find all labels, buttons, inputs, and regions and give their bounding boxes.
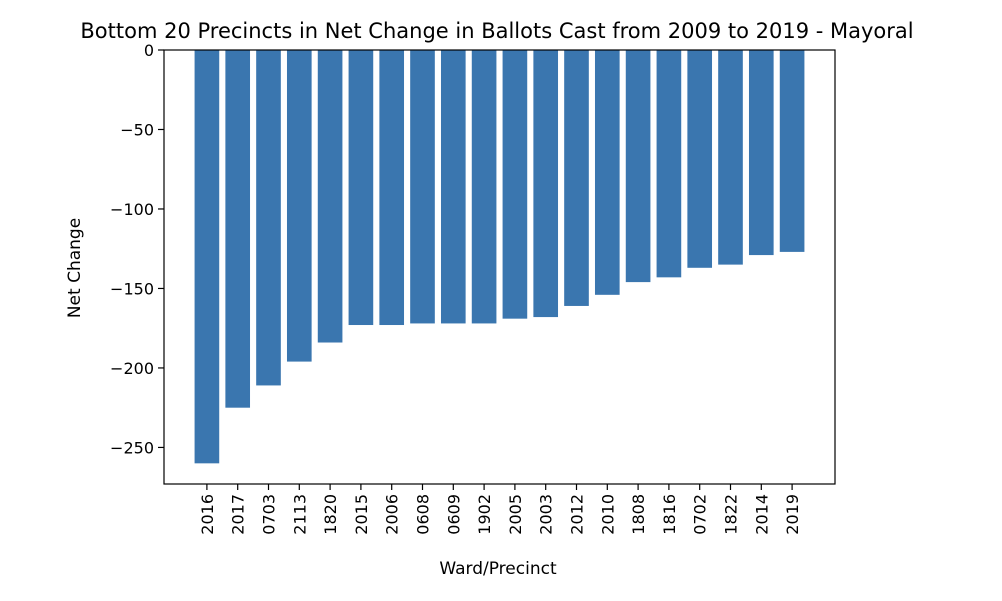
bar-1820 [317, 50, 343, 343]
bar-2113 [286, 50, 312, 362]
x-tick-label: 0609 [444, 494, 463, 535]
x-tick-label: 2017 [229, 494, 248, 535]
bar-0609 [440, 50, 466, 324]
y-tick-label: −250 [110, 438, 154, 457]
bar-2010 [594, 50, 620, 295]
bar-1902 [471, 50, 497, 324]
y-tick-label: −200 [110, 359, 154, 378]
bar-1808 [625, 50, 651, 283]
bar-2019 [779, 50, 805, 252]
x-tick-label: 2016 [198, 494, 217, 535]
x-tick-label: 2003 [537, 494, 556, 535]
bar-2017 [225, 50, 251, 408]
bar-1822 [718, 50, 743, 265]
plot-frame [163, 49, 836, 485]
y-axis: 0 −50 −100 −150 −200 −250 [110, 41, 164, 457]
y-tick-label: −100 [110, 200, 154, 219]
x-tick-label: 2019 [783, 494, 802, 535]
bar-2014 [748, 50, 774, 256]
bar-2012 [564, 50, 589, 306]
bar-0703 [256, 50, 281, 386]
x-tick-label: 0703 [260, 494, 279, 535]
x-tick-label: 2012 [568, 494, 587, 535]
bar-2003 [533, 50, 559, 318]
bar-2015 [348, 50, 374, 326]
x-tick-label: 1808 [629, 494, 648, 535]
x-tick-label: 2015 [352, 494, 371, 535]
x-tick-label: 2010 [598, 494, 617, 535]
y-axis-label: Net Change [65, 218, 85, 318]
x-tick-label: 2113 [290, 494, 309, 535]
y-tick-label: 0 [144, 41, 154, 60]
x-tick-label: 2005 [506, 494, 525, 535]
x-tick-label: 1902 [475, 494, 494, 535]
x-tick-label: 2006 [383, 494, 402, 535]
x-tick-label: 0702 [691, 494, 710, 535]
x-tick-label: 1822 [722, 494, 741, 535]
chart-title: Bottom 20 Precincts in Net Change in Bal… [80, 19, 913, 43]
y-tick-label: −150 [110, 279, 154, 298]
bar-2005 [502, 50, 528, 319]
bar-0702 [687, 50, 713, 268]
x-tick-label: 1820 [321, 494, 340, 535]
bar-0608 [410, 50, 435, 324]
x-axis: 2016 2017 0703 2113 1820 2015 2006 0608 0609 1902… [198, 484, 802, 535]
bar-2016 [194, 50, 220, 464]
bar-1816 [656, 50, 682, 278]
bars-group [194, 50, 805, 464]
x-axis-label: Ward/Precinct [439, 559, 557, 579]
x-tick-label: 2014 [752, 494, 771, 535]
y-tick-label: −50 [120, 120, 154, 139]
bar-2006 [379, 50, 405, 326]
x-tick-label: 1816 [660, 494, 679, 535]
x-tick-label: 0608 [414, 494, 433, 535]
